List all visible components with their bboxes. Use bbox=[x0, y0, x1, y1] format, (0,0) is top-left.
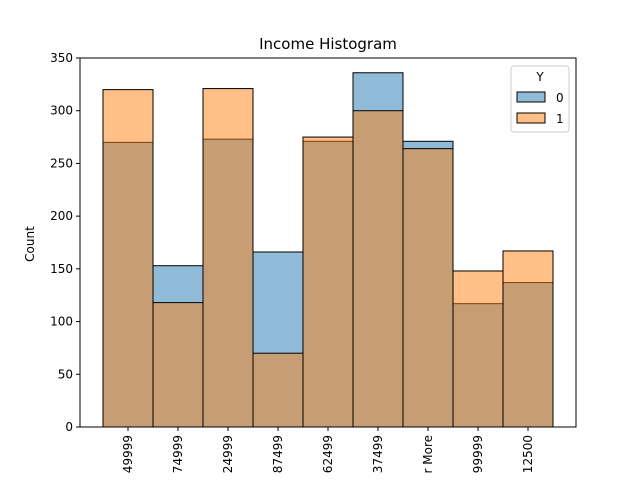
y-tick-label: 250 bbox=[50, 156, 73, 170]
legend-swatch-0 bbox=[516, 91, 546, 103]
bar-series-1-6 bbox=[402, 148, 454, 428]
bar-series-1-3 bbox=[252, 352, 304, 428]
y-tick-label: 100 bbox=[50, 315, 73, 329]
bar-series-1-1 bbox=[152, 302, 204, 428]
y-axis-label: Count bbox=[23, 226, 37, 262]
x-tick-label: 62499 bbox=[321, 435, 335, 473]
x-tick-label: 24999 bbox=[221, 435, 235, 473]
legend-title: Y bbox=[535, 70, 544, 84]
chart-title: Income Histogram bbox=[259, 35, 397, 53]
bar-series-1-4 bbox=[302, 136, 354, 428]
bar-series-1-0 bbox=[102, 89, 154, 428]
x-tick-label: 99999 bbox=[471, 435, 485, 473]
y-tick-label: 350 bbox=[50, 51, 73, 65]
legend-label-0: 0 bbox=[556, 91, 564, 105]
y-tick-label: 300 bbox=[50, 104, 73, 118]
x-tick-label: 37499 bbox=[371, 435, 385, 473]
legend-swatch-1 bbox=[516, 112, 546, 124]
x-tick-label: 49999 bbox=[121, 435, 135, 473]
y-tick-label: 200 bbox=[50, 209, 73, 223]
y-tick-label: 150 bbox=[50, 262, 73, 276]
x-tick-label: 12500 bbox=[521, 435, 535, 473]
x-tick-label: 74999 bbox=[171, 435, 185, 473]
bar-series-1-8 bbox=[502, 250, 554, 428]
y-tick-label: 50 bbox=[58, 367, 73, 381]
x-tick-label: r More bbox=[421, 435, 435, 474]
bar-series-1-7 bbox=[452, 270, 504, 428]
legend: Y0 1 bbox=[510, 65, 570, 133]
bar-series-1-5 bbox=[352, 110, 404, 428]
x-tick-label: 87499 bbox=[271, 435, 285, 473]
bar-series-1-2 bbox=[202, 88, 254, 428]
legend-label-1: 1 bbox=[556, 112, 564, 126]
y-tick-label: 0 bbox=[65, 420, 73, 434]
